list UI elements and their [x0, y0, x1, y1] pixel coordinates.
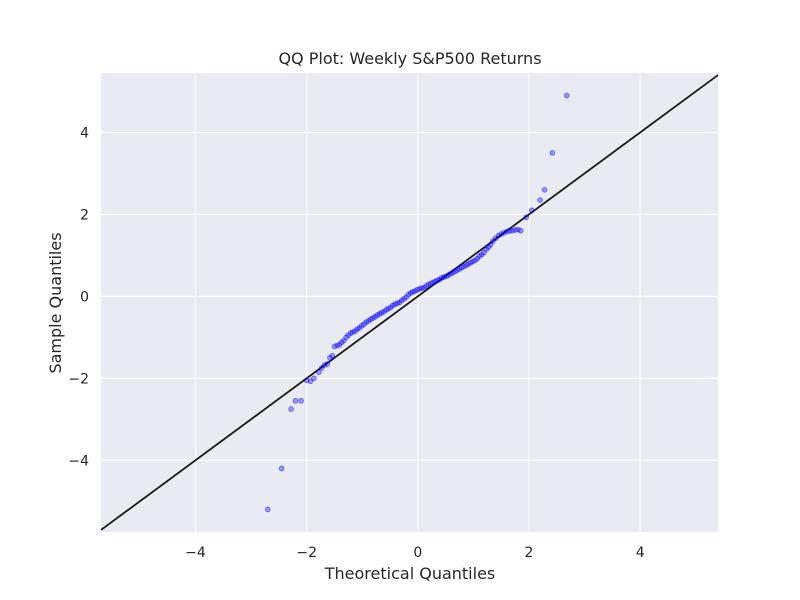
x-tick-label: −2: [296, 545, 317, 561]
data-point: [495, 232, 502, 239]
reference-line: [100, 74, 719, 531]
x-tick-label: −4: [185, 545, 206, 561]
data-point: [329, 352, 336, 359]
data-point: [528, 207, 535, 214]
y-axis-label: Sample Quantiles: [46, 232, 65, 373]
y-tick-label: 4: [80, 125, 89, 141]
x-tick-label: 4: [636, 545, 645, 561]
y-tick-label: 2: [80, 207, 89, 223]
data-point: [517, 227, 524, 234]
data-point: [541, 186, 548, 193]
y-tick-label: 0: [80, 289, 89, 305]
grid-lines: [101, 73, 718, 532]
y-tick-label: −2: [68, 371, 89, 387]
data-point: [515, 226, 521, 233]
data-point: [549, 150, 556, 156]
data-point: [316, 369, 322, 375]
data-points: [264, 92, 570, 513]
y-axis-ticks: −4 −2 0 2 4: [68, 125, 89, 469]
data-point: [564, 92, 570, 99]
data-point: [278, 465, 285, 472]
x-axis-label: Theoretical Quantiles: [324, 564, 496, 583]
data-point: [311, 375, 317, 382]
reference-line-layer: [100, 74, 719, 531]
x-tick-label: 2: [525, 545, 534, 561]
x-tick-label: 0: [413, 545, 422, 561]
data-point: [537, 197, 543, 203]
data-point: [298, 398, 304, 404]
x-axis-ticks: −4 −2 0 2 4: [185, 545, 645, 561]
data-point: [501, 230, 507, 236]
data-point: [321, 362, 328, 369]
data-point: [324, 361, 331, 367]
data-point: [498, 231, 505, 237]
data-point: [264, 506, 271, 513]
chart-title: QQ Plot: Weekly S&P500 Returns: [278, 49, 541, 68]
y-tick-label: −4: [68, 453, 89, 469]
data-point: [523, 214, 530, 221]
data-point: [292, 398, 299, 404]
data-point: [288, 406, 294, 412]
